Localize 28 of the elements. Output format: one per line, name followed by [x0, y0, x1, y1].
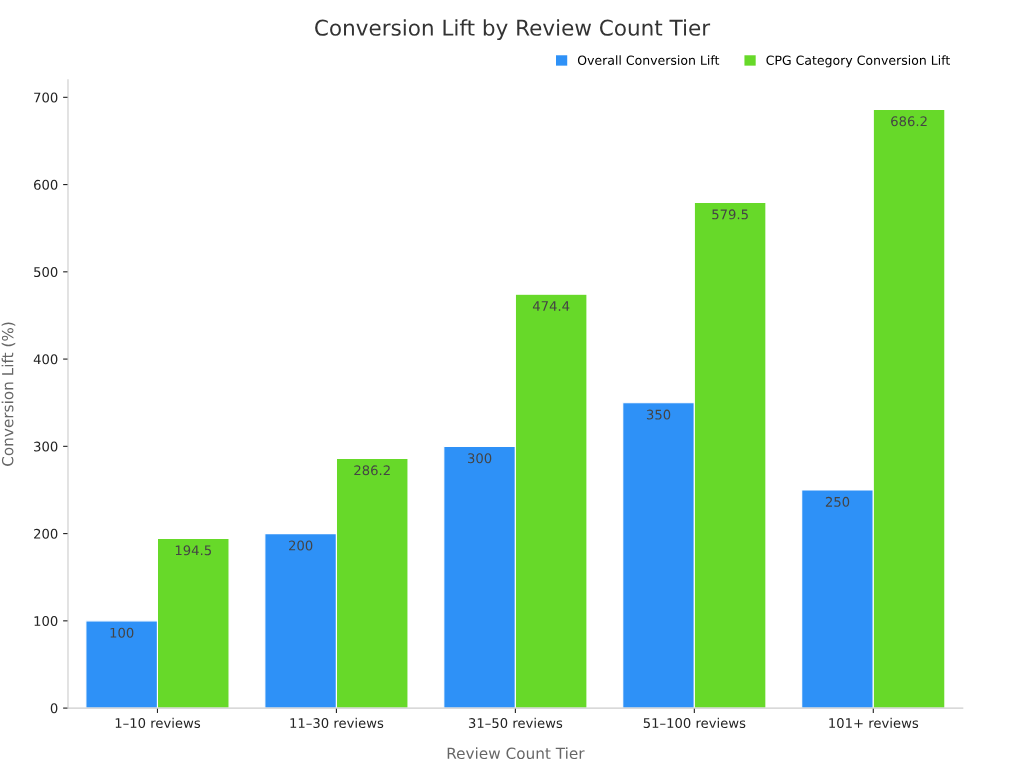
x-axis-title: Review Count Tier: [447, 747, 585, 760]
y-tick-label: 600: [34, 179, 58, 190]
data-label: 300: [468, 453, 492, 464]
y-tick-label: 500: [34, 267, 58, 278]
y-tick-label: 100: [34, 616, 58, 627]
data-label: 250: [825, 496, 850, 507]
x-tick-label: 31–50 reviews: [468, 717, 563, 729]
legend-label: Overall Conversion Lift: [577, 55, 720, 65]
data-label: 350: [646, 409, 671, 420]
data-label: 100: [110, 627, 134, 638]
y-tick-label: 400: [33, 354, 58, 365]
y-tick-label: 700: [34, 92, 58, 103]
data-label: 200: [289, 540, 313, 551]
y-tick-label: 200: [34, 528, 58, 539]
data-label: 686.2: [891, 116, 927, 127]
legend-label: CPG Category Conversion Lift: [766, 55, 950, 68]
x-tick-label: 51–100 reviews: [643, 717, 746, 729]
x-tick-label: 101+ reviews: [829, 717, 919, 729]
y-tick-label: 0: [50, 703, 58, 714]
y-tick-label: 300: [34, 441, 58, 452]
data-label: 194.5: [175, 545, 211, 556]
data-label: 286.2: [354, 465, 390, 476]
chart-title: Conversion Lift by Review Count Tier: [315, 19, 711, 41]
data-label: 579.5: [712, 209, 748, 220]
x-tick-label: 11–30 reviews: [290, 717, 384, 729]
x-tick-label: 1–10 reviews: [115, 717, 201, 729]
data-label: 474.4: [532, 301, 570, 311]
y-axis-title: Conversion Lift (%): [1, 322, 16, 466]
